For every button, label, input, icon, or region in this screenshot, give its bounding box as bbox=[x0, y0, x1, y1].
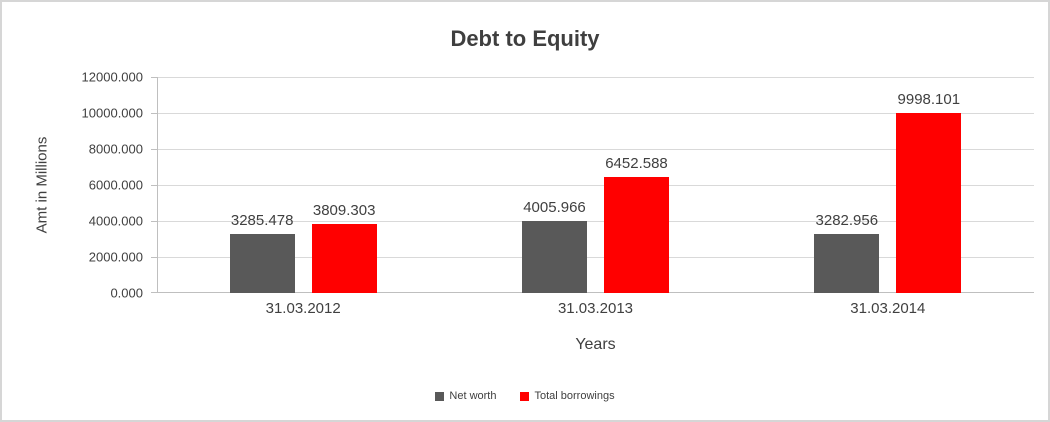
bar-total-borrowings: 6452.588 bbox=[603, 155, 669, 293]
bar-value-label: 3809.303 bbox=[312, 202, 376, 220]
plot-area: 3285.478 3809.303 4005.966 6452.588 3282.956… bbox=[157, 77, 1034, 293]
bar-net-worth: 3282.956 bbox=[814, 212, 880, 293]
gridlines-layer bbox=[157, 77, 1034, 293]
y-axis-tick-mark bbox=[151, 257, 157, 258]
legend-item: Total borrowings bbox=[520, 390, 615, 402]
y-axis-tick-mark bbox=[151, 185, 157, 186]
x-axis-tick-label: 31.03.2014 bbox=[850, 300, 926, 317]
y-axis-tick-label: 10000.000 bbox=[81, 105, 143, 121]
legend-swatch bbox=[520, 391, 530, 401]
bar-net-worth: 3285.478 bbox=[229, 212, 295, 293]
y-axis-ticks: 0.000 2000.000 4000.000 6000.000 8000.000 100… bbox=[2, 70, 157, 301]
x-axis-line bbox=[157, 292, 1034, 293]
bar-group: 3282.956 9998.101 bbox=[742, 77, 1034, 293]
bar-value-label: 4005.966 bbox=[523, 198, 586, 216]
y-axis-tick-label: 6000.000 bbox=[88, 177, 143, 193]
y-axis-tick-mark bbox=[151, 221, 157, 222]
y-axis-tick-label: 8000.000 bbox=[88, 141, 143, 157]
gridline bbox=[157, 113, 1034, 114]
y-axis-tick-mark bbox=[151, 149, 157, 150]
bar-value-label: 9998.101 bbox=[897, 91, 961, 109]
chart-title: Debt to Equity bbox=[450, 26, 600, 51]
legend-swatch bbox=[435, 391, 445, 401]
x-axis-tick-label: 31.03.2013 bbox=[557, 300, 634, 317]
y-axis-line bbox=[157, 77, 158, 293]
bar-total-borrowings: 9998.101 bbox=[896, 91, 962, 293]
y-axis-tick-mark bbox=[151, 113, 157, 114]
gridline bbox=[157, 77, 1034, 78]
bar-value-label: 3282.956 bbox=[815, 211, 879, 229]
y-axis-tick-label: 4000.000 bbox=[88, 213, 143, 229]
gridline bbox=[157, 149, 1034, 150]
gridline bbox=[157, 221, 1034, 222]
gridline bbox=[157, 185, 1034, 186]
y-axis-tick-mark bbox=[151, 77, 157, 78]
bars-layer: 3285.478 3809.303 4005.966 6452.588 3282.956… bbox=[157, 77, 1034, 293]
y-axis-tick-label: 12000.000 bbox=[81, 69, 143, 85]
y-axis-tick-label: 0.000 bbox=[110, 285, 143, 301]
x-axis-ticks: 31.03.2012 31.03.2013 31.03.2014 bbox=[157, 300, 1034, 317]
legend-item: Net worth bbox=[435, 390, 496, 402]
x-axis-tick-label: 31.03.2012 bbox=[265, 300, 341, 317]
bar-total-borrowings: 3809.303 bbox=[311, 202, 377, 293]
y-axis-tick-label: 2000.000 bbox=[88, 249, 143, 265]
bar-value-label: 3285.478 bbox=[230, 211, 294, 229]
legend-label: Total borrowings bbox=[534, 390, 615, 402]
bar-net-worth: 4005.966 bbox=[521, 199, 587, 293]
bar-group: 4005.966 6452.588 bbox=[449, 77, 741, 293]
y-axis-tick-mark bbox=[151, 292, 157, 293]
gridline bbox=[157, 257, 1034, 258]
bar-value-label: 6452.588 bbox=[605, 154, 668, 172]
x-axis-label: Years bbox=[575, 336, 616, 353]
bar-group: 3285.478 3809.303 bbox=[157, 77, 449, 293]
legend: Net worth Total borrowings bbox=[2, 390, 1048, 402]
legend-label: Net worth bbox=[449, 390, 497, 402]
